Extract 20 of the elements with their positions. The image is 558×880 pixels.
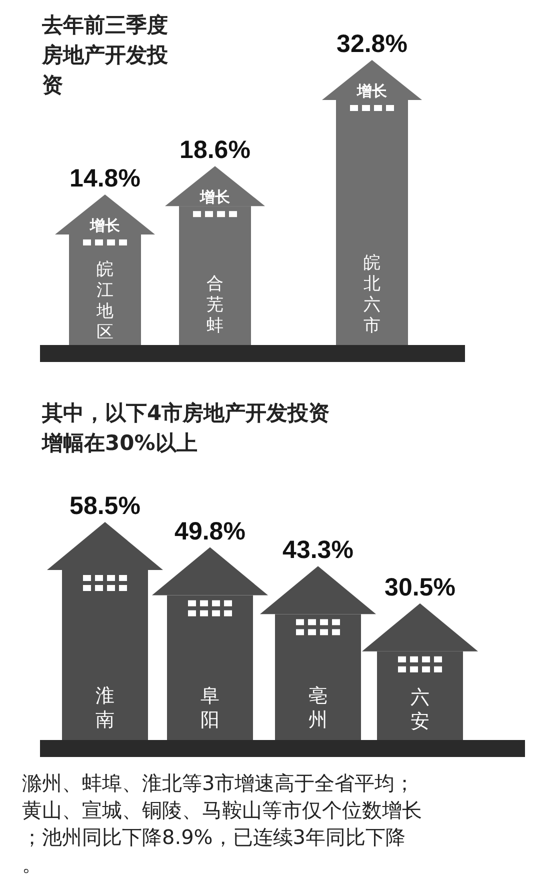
annotation: 增长 — [356, 82, 388, 100]
data-label: 43.3% — [282, 536, 354, 564]
data-label: 30.5% — [384, 573, 456, 602]
chart-title: 去年前三季度房地产开发投资 — [41, 13, 169, 97]
data-label: 14.8% — [70, 164, 140, 192]
x-tick-label: 合芜蚌 — [206, 274, 224, 336]
x-tick-label: 皖北六市 — [364, 253, 380, 336]
data-label: 49.8% — [174, 517, 246, 546]
annotation: 增长 — [199, 188, 231, 206]
x-tick-label: 皖江地区 — [96, 259, 114, 342]
x-tick-label: 亳州 — [308, 685, 328, 731]
annotation: 增长 — [89, 216, 121, 234]
text: 滁州、蚌埠、淮北等3市增速高于全省平均；黄山、宣城、铜陵、马鞍山等市仅个位数增长；池州同比下降8.9%，已连续3年同比下降。 — [22, 771, 422, 876]
chart-title: 其中，以下4市房地产开发投资增幅在30%以上 — [41, 401, 330, 455]
x-tick-label: 淮南 — [96, 685, 114, 731]
data-label: 18.6% — [180, 136, 250, 164]
x-tick-label: 阜阳 — [200, 685, 220, 731]
data-label: 32.8% — [336, 30, 408, 58]
data-label: 58.5% — [70, 492, 140, 520]
x-tick-label: 六安 — [410, 686, 430, 732]
